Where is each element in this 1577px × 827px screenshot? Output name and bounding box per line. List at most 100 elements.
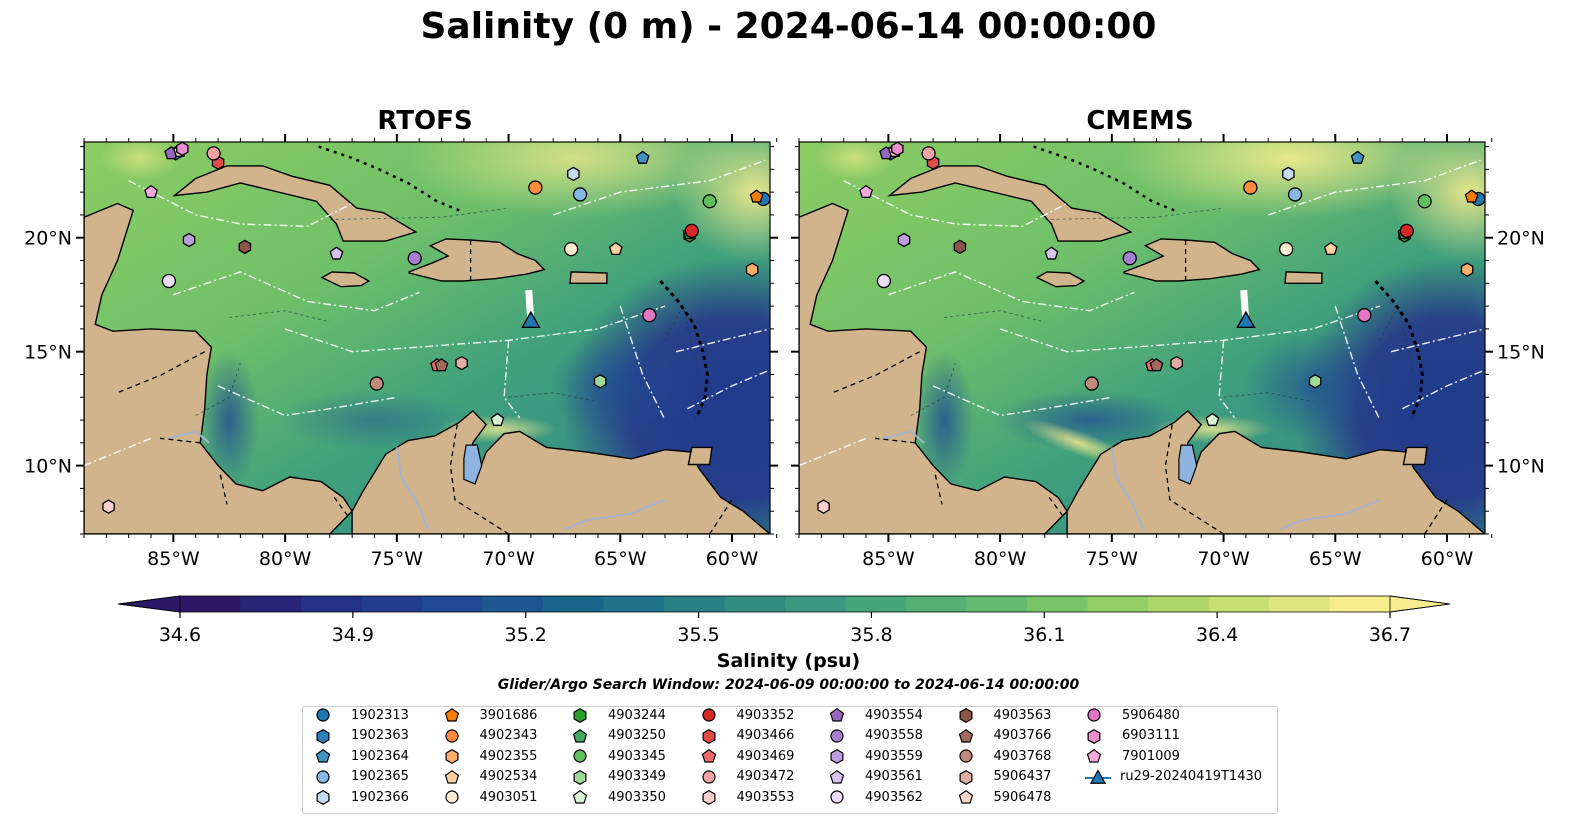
float-marker-4903349 [593,374,607,389]
x-tick-label: 75°W [371,548,424,570]
legend-label: 4903350 [608,789,666,805]
country-border [1048,497,1064,517]
legend-marker-pentagon-icon [958,790,973,804]
legend-label: 4903553 [736,789,795,805]
legend-label: 4903559 [865,748,923,764]
country-border [449,424,509,534]
legend-label: 4903558 [865,728,923,744]
float-marker-4903472 [206,146,221,161]
float-marker-4903352 [1399,223,1414,239]
land-polygon [1284,271,1323,284]
legend-label: 1902365 [351,769,409,785]
colorbar-segment [603,596,665,612]
float-marker-4903766 [434,358,449,372]
river [168,430,210,444]
float-marker-4903561 [1044,246,1059,260]
land-polygon [320,271,371,288]
legend-item: 4902343 [442,726,538,746]
float-marker-6903111 [176,142,189,157]
x-tick-label: 60°W [1421,548,1474,570]
colorbar-tick-label: 36.7 [1369,624,1411,646]
map-panel-cmems [799,142,1485,534]
colorbar-segment [724,596,786,612]
lake-maracaibo [463,444,483,485]
legend-marker-circle-icon [958,749,973,763]
float-marker-4903553 [102,499,115,514]
legend-label: 4902343 [479,728,538,744]
float-marker-4903558 [1122,251,1137,266]
float-marker-4902534 [608,241,623,256]
y-tick-label: 20°N [1497,228,1545,250]
eez-boundary [799,437,867,467]
legend-label: 4903345 [608,748,666,764]
y-tick-label: 15°N [1497,342,1545,364]
legend-label: 4902355 [479,748,538,764]
float-marker-4903350 [490,412,505,426]
panel-title-rtofs: RTOFS [377,106,473,136]
y-tick-label: 15°N [24,342,72,364]
country-border [1164,424,1224,534]
legend-item: 5906480 [1084,705,1180,725]
legend-label: 1902313 [351,707,409,723]
legend-label: 4903466 [736,728,795,744]
legend-label: 4903349 [608,769,666,785]
land-polygon [687,446,713,466]
legend-item: 4903766 [956,726,1051,746]
float-marker-5906480 [1357,308,1372,323]
salty-patch-gulf [814,142,895,180]
panel-title-cmems: CMEMS [1086,106,1194,136]
legend-label: 5906478 [993,789,1052,805]
legend-marker-pentagon-icon [1086,749,1102,763]
float-marker-3901686 [1464,189,1479,203]
legend-item: 4903553 [699,787,795,807]
search-window-label: Glider/Argo Search Window: 2024-06-09 00… [497,677,1080,693]
salty-patch-north [405,142,746,218]
land-polygon [799,142,1068,534]
colorbar-segment [543,596,604,612]
legend: 1902313 1902363 1902364 1902365 1902366 39016… [302,706,1278,814]
colorbar-segment [180,596,241,612]
x-tick-label: 60°W [706,548,759,570]
legend-item: ru29-20240419T1430 [1084,767,1262,787]
colorbar-segment [1087,596,1149,612]
legend-label: 4903472 [736,769,795,785]
land-polygon [408,238,546,282]
x-tick-label: 85°W [147,548,200,570]
legend-marker-hexagon-icon [702,728,715,744]
bahamas-islands [1033,145,1175,212]
legend-label: 7901009 [1122,748,1180,764]
float-marker-5906437 [455,355,468,371]
bathymetry-contour [910,362,956,416]
coastal-fresh-band [914,350,975,491]
country-border [333,497,349,517]
float-marker-4903561 [329,246,344,260]
legend-item: 4903466 [699,726,795,746]
legend-label: 6903111 [1122,728,1180,744]
legend-item: 4903352 [699,705,794,725]
legend-marker-pentagon-icon [958,728,973,743]
legend-item: 4903345 [570,746,666,766]
y-tick-label: 10°N [1497,456,1545,478]
colorbar-segment [664,596,725,612]
float-marker-4903352 [684,223,699,239]
colorbar-segment [1148,596,1209,612]
float-marker-4902534 [1323,241,1338,256]
legend-marker-hexagon-icon [573,708,587,723]
map-frame [83,141,771,535]
float-marker-4903472 [921,146,936,161]
legend-marker-hexagon-icon [959,769,972,785]
colorbar-segment [1027,596,1088,612]
eez-boundary [1334,305,1381,421]
legend-label: 4903244 [608,707,666,723]
lesser-antilles [1374,280,1424,419]
legend-label: 4903563 [993,707,1052,723]
x-tick-label: 80°W [259,548,312,570]
legend-marker-pentagon-icon [315,749,331,763]
colorbar-tick-label: 34.6 [159,624,201,646]
float-marker-4903051 [1278,241,1294,257]
float-marker-1902366 [1282,166,1295,182]
legend-marker-hexagon-icon [573,769,587,785]
legend-label: 4903051 [479,789,538,805]
colorbar-label: Salinity (psu) [716,650,861,672]
legend-label: 4903554 [865,707,923,723]
